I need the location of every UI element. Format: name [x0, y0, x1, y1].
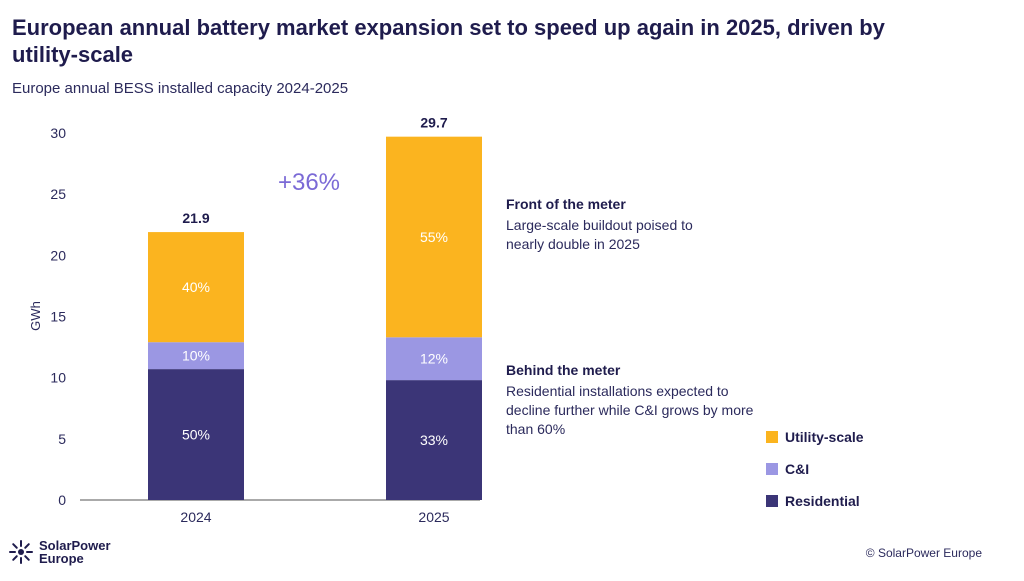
legend-item-residential: Residential — [766, 485, 864, 517]
y-tick-label: 0 — [58, 492, 66, 508]
y-axis-label: GWh — [28, 301, 43, 331]
legend-label: C&I — [785, 461, 810, 477]
behind-meter-heading: Behind the meter — [506, 362, 621, 378]
x-tick-label: 2024 — [180, 509, 211, 525]
bar-segment-utility-scale-2024 — [148, 232, 244, 343]
y-tick-label: 25 — [50, 186, 66, 202]
x-tick-label: 2025 — [418, 509, 449, 525]
segment-data-label: 50% — [182, 427, 210, 443]
chart-title: European annual battery market expansion… — [12, 15, 885, 67]
solarpower-europe-logo: SolarPower Europe — [8, 539, 111, 565]
copyright-text: © SolarPower Europe — [865, 546, 982, 560]
growth-annotation: +36% — [278, 169, 340, 196]
legend-swatch-utility-scale — [766, 431, 778, 443]
bar-segment-residential-2024 — [148, 369, 244, 500]
y-tick-label: 20 — [50, 247, 66, 263]
segment-data-label: 12% — [420, 351, 448, 367]
logo-line-1: SolarPower — [39, 538, 111, 553]
bar-segment-c-i-2024 — [148, 342, 244, 370]
y-tick-label: 15 — [50, 309, 66, 325]
sun-logo-icon — [9, 540, 33, 564]
bar-total-label: 29.7 — [420, 115, 447, 131]
legend-swatch-residential — [766, 495, 778, 507]
legend-label: Residential — [785, 493, 860, 509]
front-of-meter-text: Large-scale buildout poised to nearly do… — [506, 217, 693, 252]
front-of-meter-heading: Front of the meter — [506, 196, 626, 212]
bar-total-label: 21.9 — [182, 210, 209, 226]
chart-subtitle: Europe annual BESS installed capacity 20… — [12, 80, 349, 97]
behind-meter-text: Residential installations expected to de… — [506, 383, 754, 437]
legend-label: Utility-scale — [785, 429, 864, 445]
segment-data-label: 40% — [182, 279, 210, 295]
y-tick-label: 10 — [50, 370, 66, 386]
legend-item-ci: C&I — [766, 453, 864, 485]
legend-swatch-ci — [766, 463, 778, 475]
segment-data-label: 55% — [420, 229, 448, 245]
segment-data-label: 10% — [182, 348, 210, 364]
legend: Utility-scale C&I Residential — [766, 421, 864, 517]
bar-segment-utility-scale-2025 — [386, 136, 482, 338]
bar-segment-residential-2025 — [386, 380, 482, 500]
logo-line-2: Europe — [39, 551, 84, 566]
y-tick-label: 5 — [58, 431, 66, 447]
legend-item-utility-scale: Utility-scale — [766, 421, 864, 453]
bar-segment-c-i-2025 — [386, 337, 482, 381]
y-tick-label: 30 — [50, 125, 66, 141]
segment-data-label: 33% — [420, 432, 448, 448]
